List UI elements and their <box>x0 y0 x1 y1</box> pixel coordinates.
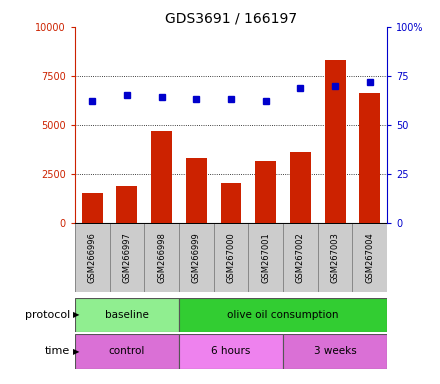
Text: GSM267000: GSM267000 <box>227 232 235 283</box>
Text: time: time <box>45 346 70 356</box>
Text: GSM267002: GSM267002 <box>296 232 305 283</box>
Text: ▶: ▶ <box>73 310 79 319</box>
Text: baseline: baseline <box>105 310 149 320</box>
Bar <box>75 223 110 292</box>
Text: 3 weeks: 3 weeks <box>314 346 356 356</box>
Text: GSM266996: GSM266996 <box>88 232 97 283</box>
Bar <box>179 298 387 332</box>
Bar <box>283 334 387 369</box>
Bar <box>75 334 179 369</box>
Title: GDS3691 / 166197: GDS3691 / 166197 <box>165 12 297 26</box>
Text: protocol: protocol <box>25 310 70 320</box>
Text: control: control <box>109 346 145 356</box>
Bar <box>290 152 311 223</box>
Bar <box>179 223 214 292</box>
Bar <box>359 93 380 223</box>
Bar <box>82 194 103 223</box>
Text: GSM267003: GSM267003 <box>330 232 340 283</box>
Bar <box>248 223 283 292</box>
Bar <box>179 334 283 369</box>
Bar <box>255 161 276 223</box>
Bar <box>75 298 179 332</box>
Bar <box>318 223 352 292</box>
Bar <box>186 158 207 223</box>
Bar <box>352 223 387 292</box>
Bar <box>117 185 137 223</box>
Text: GSM266998: GSM266998 <box>157 232 166 283</box>
Text: olive oil consumption: olive oil consumption <box>227 310 339 320</box>
Bar <box>110 223 144 292</box>
Bar <box>220 182 242 223</box>
Bar <box>214 223 248 292</box>
Bar <box>283 223 318 292</box>
Text: ▶: ▶ <box>73 347 79 356</box>
Bar <box>144 223 179 292</box>
Text: GSM266999: GSM266999 <box>192 232 201 283</box>
Text: GSM266997: GSM266997 <box>122 232 132 283</box>
Bar <box>151 131 172 223</box>
Text: GSM267004: GSM267004 <box>365 232 374 283</box>
Text: 6 hours: 6 hours <box>211 346 251 356</box>
Bar <box>325 60 345 223</box>
Text: GSM267001: GSM267001 <box>261 232 270 283</box>
